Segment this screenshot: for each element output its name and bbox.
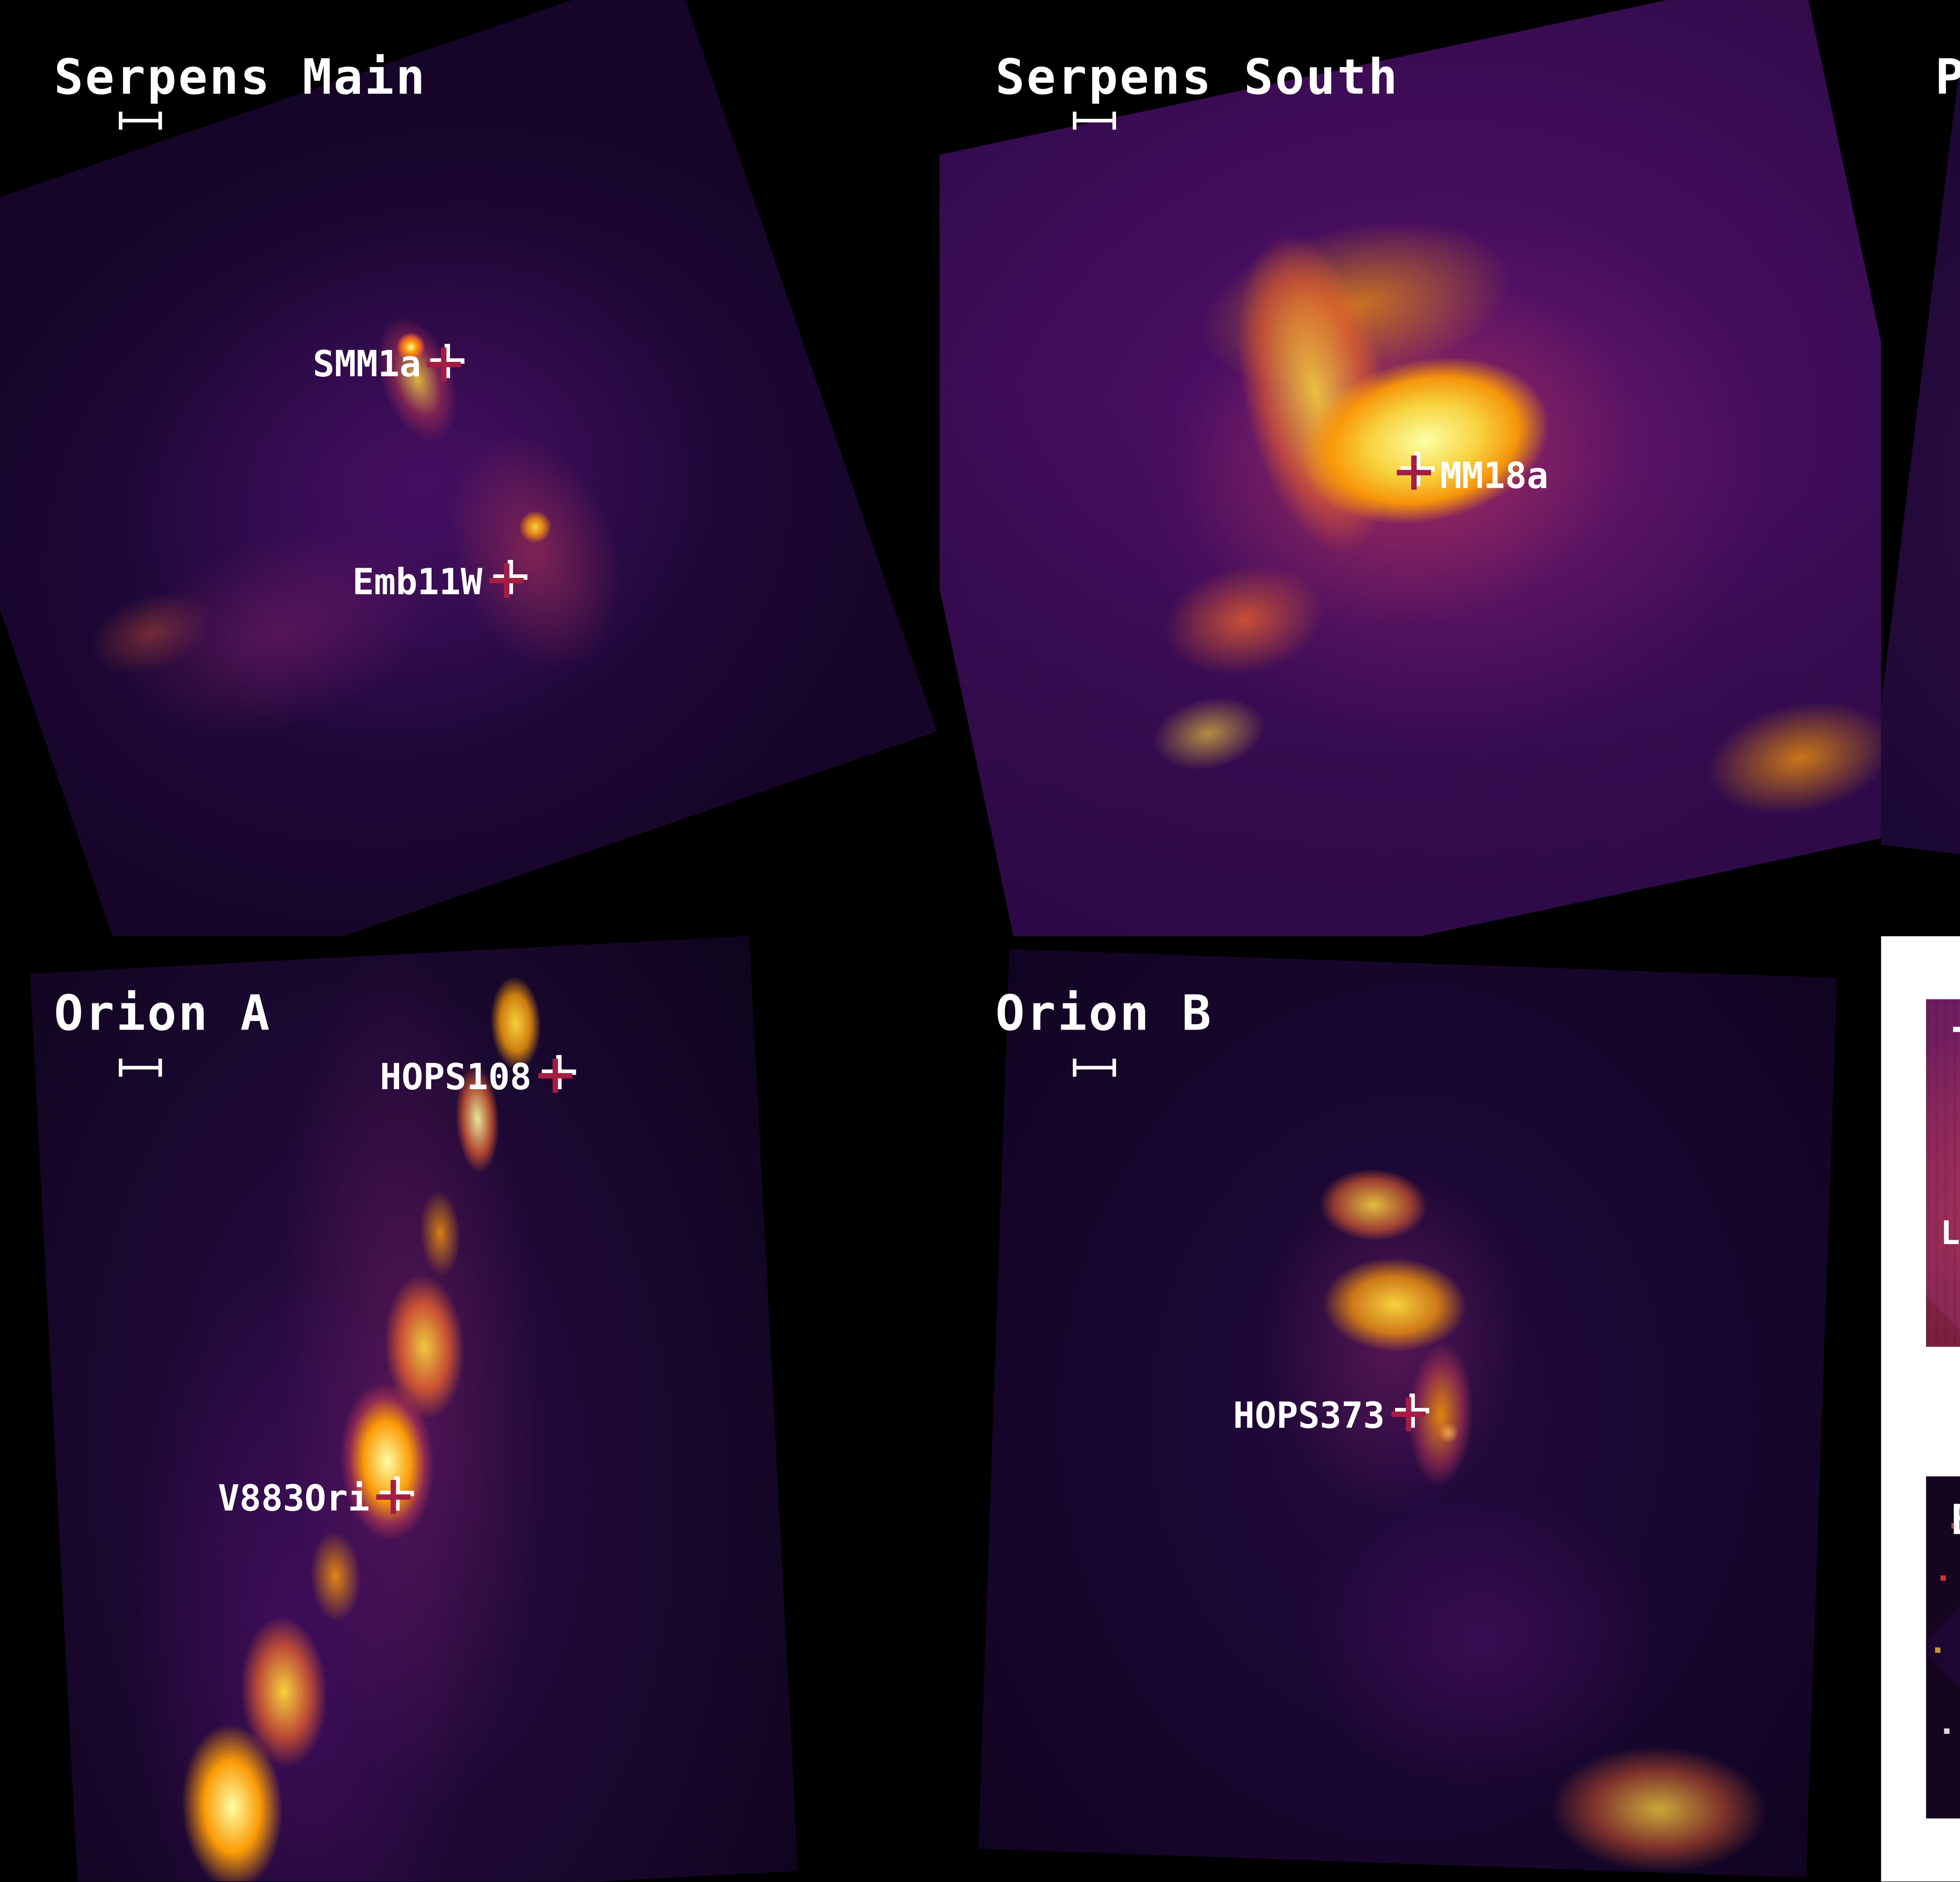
- angular-scale-bar: [1073, 111, 1116, 130]
- panel-title-serpens-main: Serpens Main: [54, 50, 427, 106]
- cross-marker-icon: [490, 563, 524, 598]
- cross-marker-icon: [538, 1059, 573, 1093]
- panel-orion-b: Orion B HOPS373: [940, 936, 1881, 1882]
- cross-marker-icon: [426, 347, 461, 382]
- source-label-emb11w: Emb11W: [352, 560, 483, 603]
- panel-title-orion-b: Orion B: [995, 986, 1213, 1043]
- inset-title-taurus: Taurus: [1951, 1021, 1960, 1068]
- source-label-hops373: HOPS373: [1233, 1393, 1385, 1437]
- source-label-hops108: HOPS108: [379, 1055, 532, 1099]
- cross-marker-icon: [376, 1480, 410, 1514]
- panel-serpens-main: Serpens Main SMM1a Emb11W: [0, 0, 940, 936]
- angular-scale-bar: [119, 1059, 162, 1077]
- cross-marker-icon: [1397, 455, 1431, 490]
- inset-bhr71: BHR71 x 4 BHR71IRS1: [1926, 1476, 1960, 1818]
- inset-quadrant: Taurus L1551IRS5 Ophiuchus I16293 BHR71 …: [1881, 936, 1960, 1882]
- angular-scale-bar: [1073, 1059, 1116, 1077]
- nebula-image-serpens-main: [0, 0, 937, 936]
- nebula-image-perseus: [1881, 74, 1960, 936]
- panel-serpens-south: Serpens South MM18a: [940, 0, 1881, 936]
- source-label-l1551irs5: L1551IRS5: [1940, 1215, 1960, 1253]
- panel-perseus: Perseus SVS13a IRAS4A: [1881, 0, 1960, 936]
- inset-taurus: Taurus L1551IRS5: [1926, 999, 1960, 1347]
- panel-orion-a: Orion A HOPS108 V883Ori: [0, 936, 940, 1882]
- cross-marker-icon: [1391, 1397, 1426, 1431]
- inset-title-bhr71: BHR71 x 4: [1951, 1498, 1960, 1545]
- noise-pixels: [1926, 1476, 1931, 1482]
- panel-title-orion-a: Orion A: [54, 986, 272, 1043]
- panel-title-serpens-south: Serpens South: [995, 50, 1399, 106]
- angular-scale-bar: [119, 111, 162, 130]
- panel-title-perseus: Perseus: [1935, 51, 1960, 106]
- source-label-v883ori: V883Ori: [218, 1476, 370, 1520]
- source-label-mm18a: MM18a: [1440, 454, 1549, 497]
- source-label-smm1a: SMM1a: [313, 342, 421, 385]
